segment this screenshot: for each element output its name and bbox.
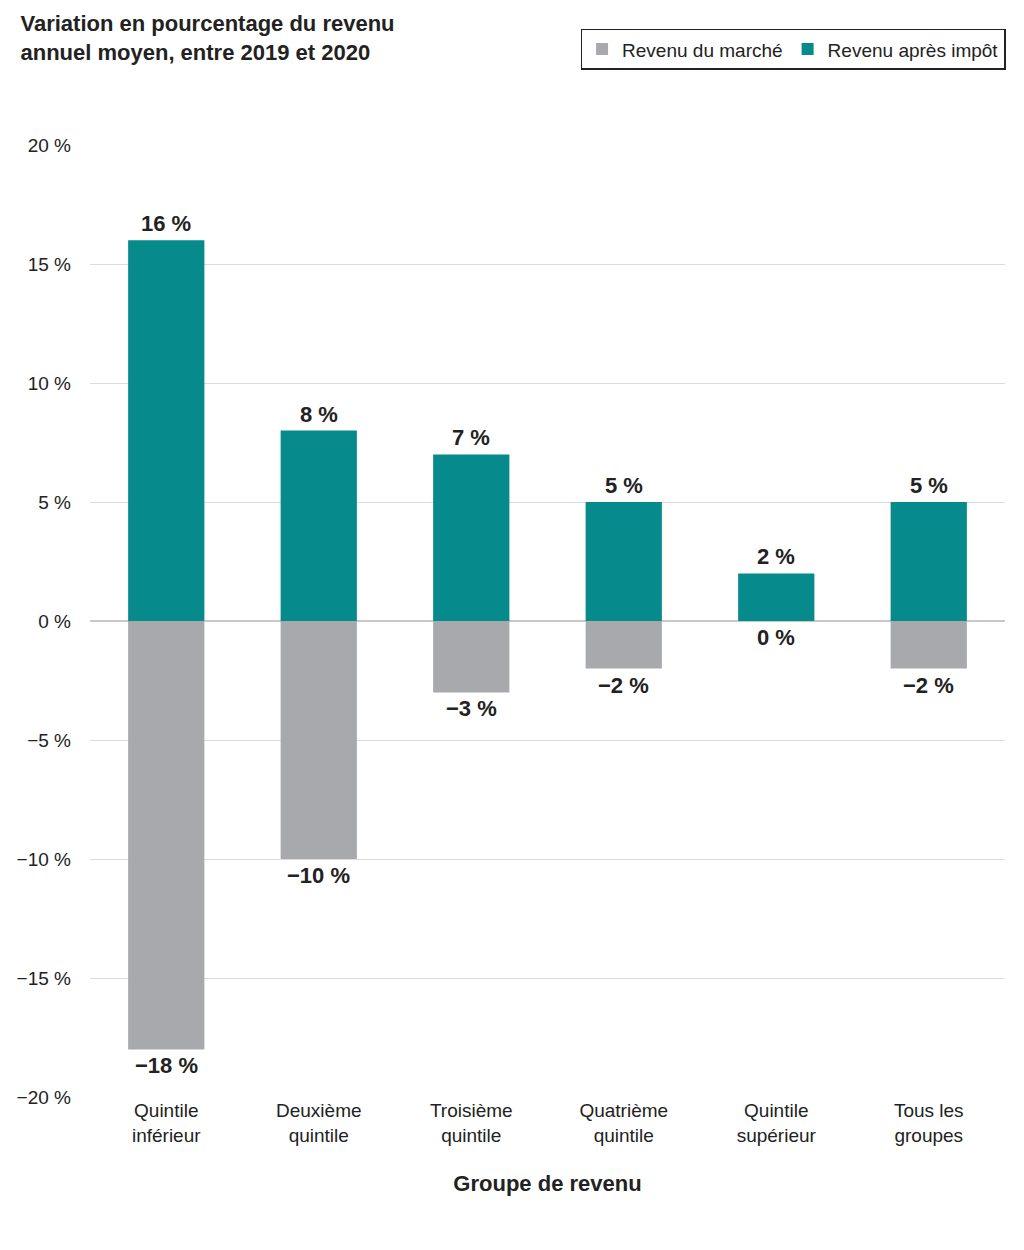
- svg-text:0 %: 0 %: [38, 611, 71, 632]
- svg-text:5 %: 5 %: [605, 473, 643, 498]
- svg-text:20 %: 20 %: [28, 135, 71, 156]
- svg-text:−3 %: −3 %: [446, 696, 497, 721]
- svg-text:Revenu après impôt: Revenu après impôt: [828, 40, 999, 61]
- svg-text:Revenu du marché: Revenu du marché: [622, 40, 783, 61]
- svg-text:Tous lesgroupes: Tous lesgroupes: [894, 1100, 964, 1146]
- svg-text:−5 %: −5 %: [27, 730, 71, 751]
- svg-text:−20 %: −20 %: [17, 1087, 72, 1108]
- svg-text:−10 %: −10 %: [287, 863, 350, 888]
- svg-text:Groupe de revenu: Groupe de revenu: [453, 1171, 641, 1196]
- svg-text:0 %: 0 %: [757, 625, 795, 650]
- svg-text:−18 %: −18 %: [135, 1053, 198, 1078]
- svg-text:16 %: 16 %: [141, 211, 191, 236]
- svg-text:−15 %: −15 %: [17, 968, 72, 989]
- svg-text:5 %: 5 %: [38, 492, 71, 513]
- svg-text:Quintilesupérieur: Quintilesupérieur: [737, 1100, 817, 1146]
- svg-text:10 %: 10 %: [28, 373, 71, 394]
- svg-text:−10 %: −10 %: [17, 849, 72, 870]
- svg-text:−2 %: −2 %: [903, 673, 954, 698]
- svg-text:Quatrièmequintile: Quatrièmequintile: [579, 1100, 668, 1146]
- svg-text:8 %: 8 %: [300, 402, 338, 427]
- svg-text:15 %: 15 %: [28, 254, 71, 275]
- svg-text:−2 %: −2 %: [598, 673, 649, 698]
- svg-text:Quintileinférieur: Quintileinférieur: [132, 1100, 201, 1146]
- svg-text:Variation en pourcentage du re: Variation en pourcentage du revenuannuel…: [20, 11, 394, 65]
- svg-text:Deuxièmequintile: Deuxièmequintile: [276, 1100, 362, 1146]
- svg-text:Troisièmequintile: Troisièmequintile: [430, 1100, 513, 1146]
- svg-text:7 %: 7 %: [452, 425, 490, 450]
- svg-text:5 %: 5 %: [910, 473, 948, 498]
- svg-text:2 %: 2 %: [757, 544, 795, 569]
